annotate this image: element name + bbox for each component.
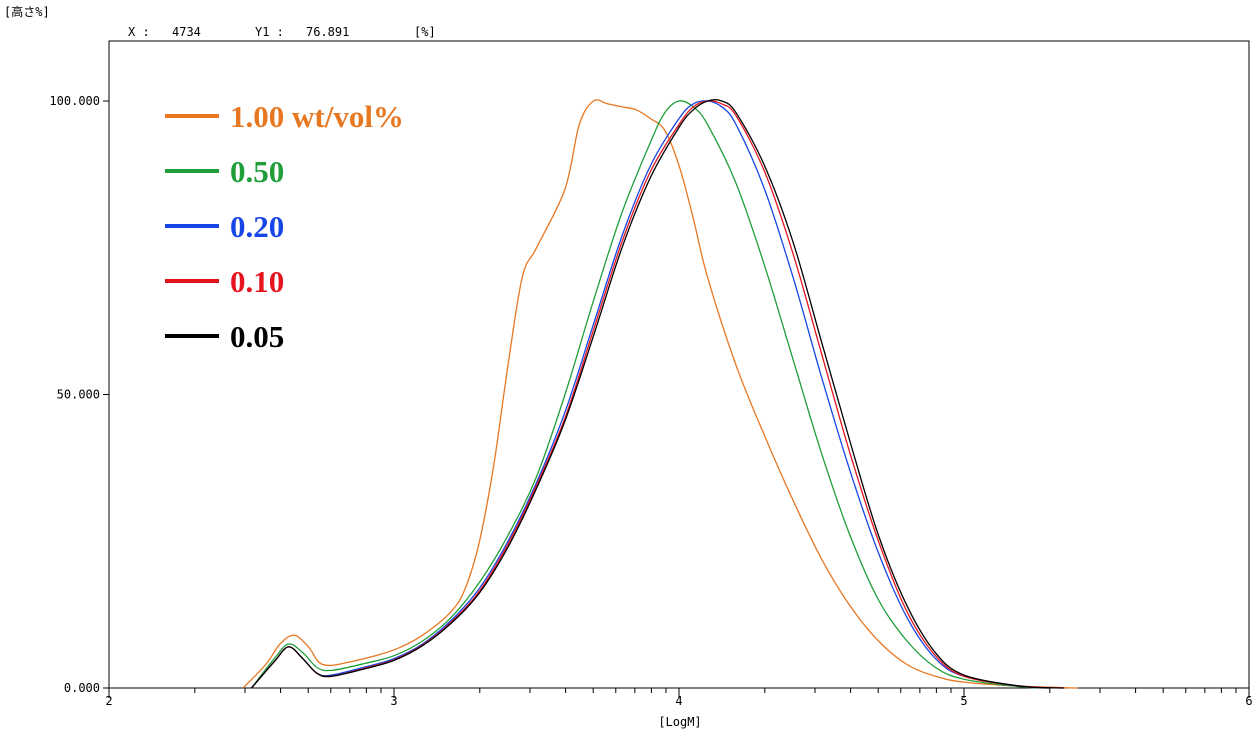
y-unit-label: [高さ%] — [4, 4, 50, 19]
y-tick-label: 0.000 — [64, 681, 100, 695]
series-line-4 — [251, 99, 1064, 689]
data-curves — [242, 99, 1079, 689]
y-axis-ticks: 0.000 50.000 100.000 — [49, 94, 109, 695]
x-tick-label: 2 — [105, 694, 112, 708]
legend-label-4: 0.05 — [230, 319, 284, 354]
series-line-1 — [250, 100, 1050, 689]
x-readout-label: X : — [128, 25, 150, 39]
x-readout-value: 4734 — [172, 25, 201, 39]
legend-label-2: 0.20 — [230, 209, 284, 244]
plot-frame — [108, 40, 1250, 689]
series-line-3 — [251, 100, 1064, 689]
legend-label-0: 1.00 wt/vol% — [230, 99, 404, 134]
x-tick-label: 3 — [390, 694, 397, 708]
x-tick-label: 5 — [960, 694, 967, 708]
x-tick-label: 4 — [675, 694, 682, 708]
y-tick-label: 100.000 — [49, 94, 100, 108]
readout-unit: [%] — [414, 25, 436, 39]
x-axis-label: [LogM] — [658, 715, 701, 729]
series-line-0 — [242, 99, 1079, 689]
y-readout-value: 76.891 — [306, 25, 349, 39]
y-readout-label: Y1 : — [255, 25, 284, 39]
legend-label-3: 0.10 — [230, 264, 284, 299]
legend: 1.00 wt/vol% 0.50 0.20 0.10 0.05 — [165, 99, 404, 354]
legend-label-1: 0.50 — [230, 154, 284, 189]
x-tick-label: 6 — [1245, 694, 1252, 708]
x-axis-ticks: 2 3 4 5 6 — [105, 688, 1253, 708]
series-line-2 — [251, 100, 1050, 689]
y-tick-label: 50.000 — [57, 388, 100, 402]
